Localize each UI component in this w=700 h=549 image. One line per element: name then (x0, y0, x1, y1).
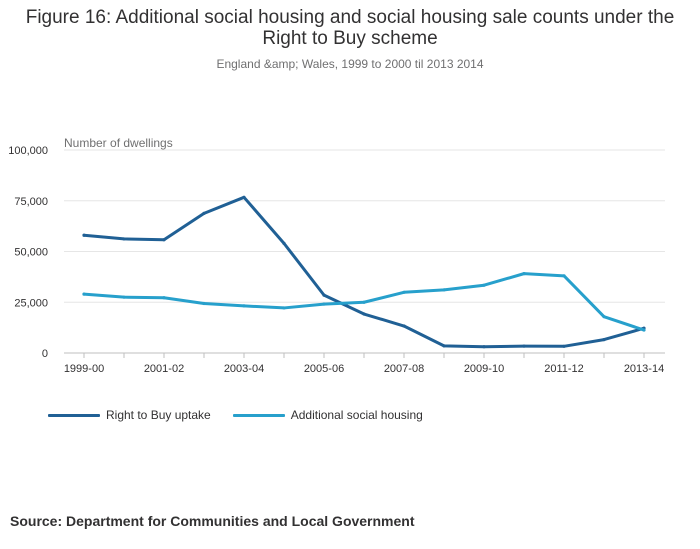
series-line-0[interactable] (82, 195, 646, 349)
y-tick-label: 25,000 (14, 297, 48, 309)
x-tick-label: 1999-00 (64, 363, 104, 375)
y-axis-label: Number of dwellings (64, 136, 173, 150)
data-point[interactable] (362, 312, 366, 316)
x-tick-label: 2005-06 (304, 363, 344, 375)
data-point[interactable] (242, 195, 246, 199)
data-point[interactable] (482, 283, 486, 287)
data-point[interactable] (602, 338, 606, 342)
legend-item-additional-social-housing[interactable]: Additional social housing (232, 408, 423, 422)
x-axis: 1999-00 2001-02 2003-04 2005-06 2007-08 2009-… (64, 352, 665, 375)
data-point[interactable] (362, 300, 366, 304)
data-point[interactable] (522, 344, 526, 348)
data-point[interactable] (562, 274, 566, 278)
data-point[interactable] (442, 344, 446, 348)
data-point[interactable] (482, 345, 486, 349)
data-point[interactable] (162, 238, 166, 242)
x-tick-label: 2001-02 (144, 363, 184, 375)
data-point[interactable] (162, 296, 166, 300)
y-axis-tick-labels: 0 25,000 50,000 75,000 100,000 (8, 145, 48, 360)
data-point[interactable] (282, 306, 286, 310)
data-point[interactable] (82, 292, 86, 296)
data-point[interactable] (82, 233, 86, 237)
y-tick-label: 0 (42, 348, 48, 360)
gridlines (64, 149, 665, 303)
y-tick-label: 50,000 (14, 247, 48, 259)
data-point[interactable] (322, 302, 326, 306)
legend-label-right-to-buy: Right to Buy uptake (106, 408, 211, 422)
data-point[interactable] (242, 304, 246, 308)
data-point[interactable] (402, 290, 406, 294)
x-tick-label: 2011-12 (544, 363, 584, 375)
data-point[interactable] (122, 295, 126, 299)
legend-item-right-to-buy[interactable]: Right to Buy uptake (48, 408, 211, 422)
data-point[interactable] (202, 301, 206, 306)
line-chart: 0 25,000 50,000 75,000 100,000 1999-00 2001-0… (8, 136, 665, 375)
chart-legend: Right to Buy uptake Additional social ho… (48, 408, 445, 422)
data-point[interactable] (442, 288, 446, 292)
source-note: Source: Department for Communities and L… (10, 513, 415, 529)
data-point[interactable] (602, 315, 606, 319)
data-point[interactable] (402, 324, 406, 328)
data-point[interactable] (522, 272, 526, 276)
x-tick-label: 2013-14 (624, 363, 664, 375)
legend-swatch-right-to-buy (48, 413, 100, 417)
data-point[interactable] (642, 328, 646, 332)
data-point[interactable] (322, 293, 326, 297)
x-tick-label: 2003-04 (224, 363, 264, 375)
chart-subtitle: England &amp; Wales, 1999 to 2000 til 20… (216, 57, 484, 71)
x-tick-label: 2007-08 (384, 363, 424, 375)
chart-title: Figure 16: Additional social housing and… (25, 7, 675, 49)
legend-swatch-additional-social-housing (232, 413, 285, 417)
y-tick-label: 75,000 (14, 196, 48, 208)
x-tick-label: 2009-10 (464, 363, 504, 375)
data-point[interactable] (122, 237, 126, 241)
legend-label-additional-social-housing: Additional social housing (290, 408, 423, 422)
y-tick-label: 100,000 (8, 145, 48, 157)
data-point[interactable] (562, 344, 566, 348)
chart-series (82, 195, 646, 349)
data-point[interactable] (282, 241, 286, 245)
data-point[interactable] (202, 211, 206, 215)
